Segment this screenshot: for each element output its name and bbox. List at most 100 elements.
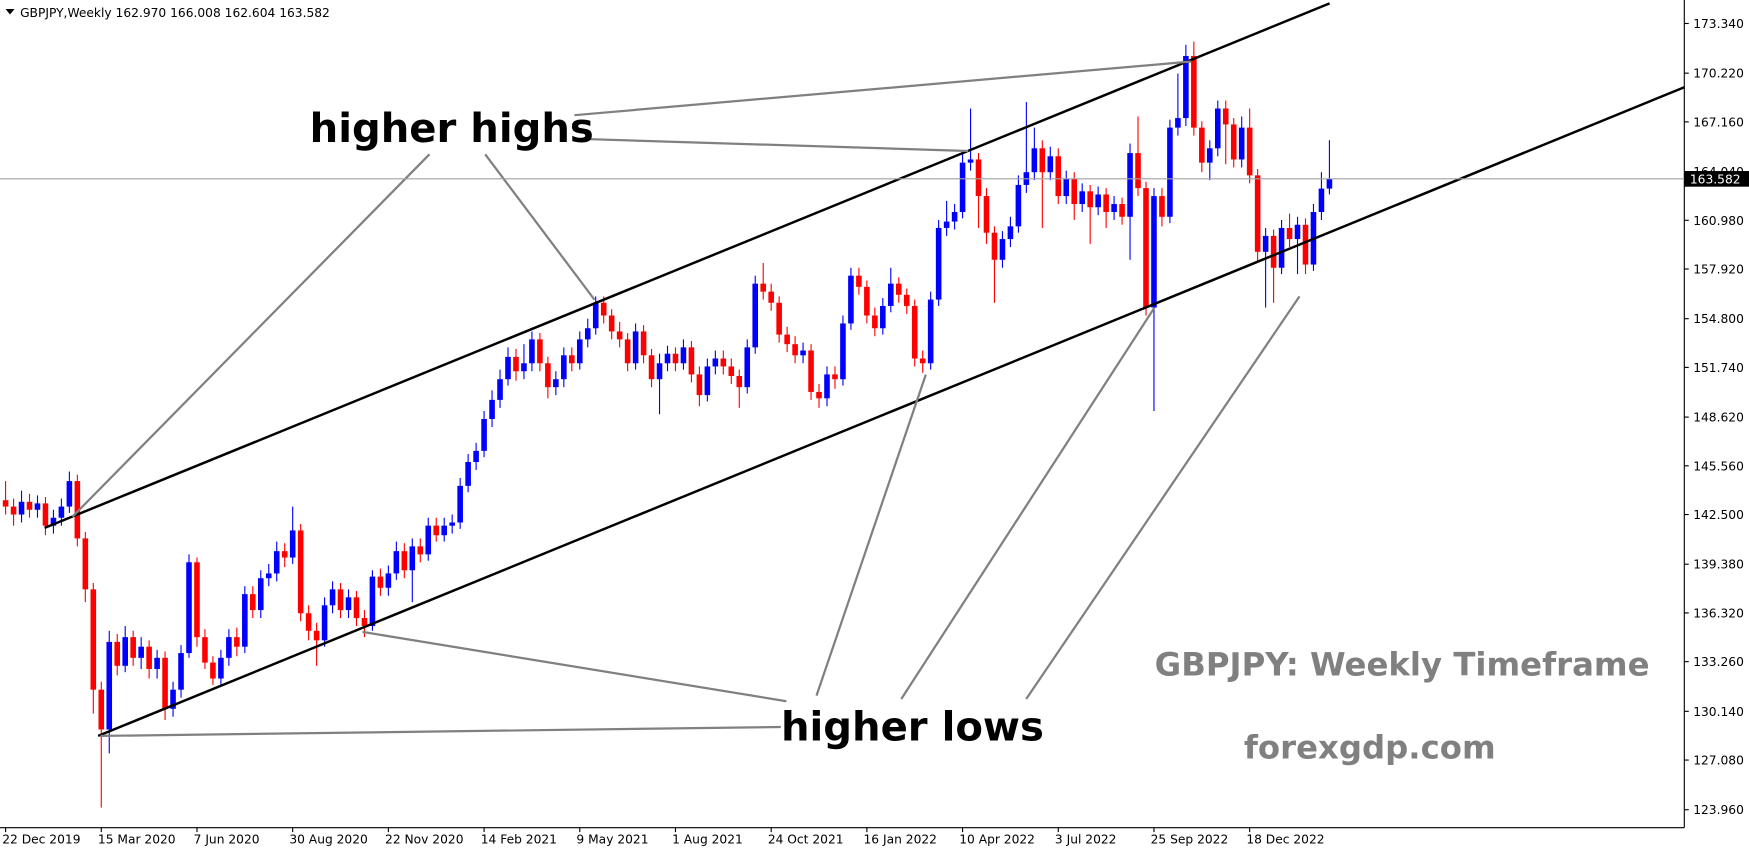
candle-body (1135, 153, 1141, 189)
y-tick-label: 127.080 (1693, 754, 1744, 768)
x-tick-label: 10 Apr 2022 (959, 832, 1035, 846)
candle-body (481, 418, 487, 451)
candle-body (106, 641, 113, 730)
pointer (574, 137, 969, 153)
candle-body (297, 530, 304, 614)
annotation-pointers (71, 60, 1301, 738)
candle-body (760, 283, 766, 292)
candle-body (792, 344, 798, 356)
candle-body (1207, 148, 1213, 163)
candle-body (521, 363, 527, 372)
candle-body (449, 522, 455, 526)
site-label: forexgdp.com (1244, 728, 1496, 766)
candle-body (1214, 108, 1221, 149)
candle-body (664, 353, 671, 364)
y-tick-label: 142.500 (1693, 508, 1744, 522)
candle-body (305, 613, 312, 631)
candle-body (1087, 191, 1093, 208)
candle-body (983, 196, 990, 233)
candle-body (505, 356, 511, 380)
candle-body (1095, 194, 1101, 208)
candle-body (1278, 227, 1285, 268)
pointer (71, 153, 431, 518)
candle-body (752, 283, 759, 348)
candle-body (1159, 196, 1165, 217)
candle-body (42, 503, 49, 526)
candle-body (1111, 204, 1117, 213)
x-tick-label: 24 Oct 2021 (768, 832, 844, 846)
candle-body (864, 286, 870, 316)
candle-body (816, 391, 822, 399)
candle-body (1191, 55, 1197, 128)
candle-body (712, 358, 719, 367)
candle-body (720, 358, 727, 367)
candle-body (98, 689, 105, 730)
candle-body (425, 525, 432, 555)
candle-body (50, 517, 57, 526)
candle-body (1238, 127, 1245, 160)
candle-body (162, 657, 168, 709)
candle-body (1031, 148, 1038, 173)
chart-title: GBPJPY,Weekly 162.970 166.008 162.604 16… (20, 6, 330, 20)
x-tick-label: 22 Nov 2020 (385, 832, 463, 846)
x-tick-label: 9 May 2021 (576, 832, 648, 846)
candle-body (1302, 224, 1309, 265)
candle-body (329, 589, 336, 606)
y-tick-label: 133.260 (1693, 655, 1744, 669)
x-tick-label: 22 Dec 2019 (2, 832, 80, 846)
candle-body (848, 275, 854, 324)
y-tick-label: 139.380 (1693, 558, 1744, 572)
candle-body (409, 546, 416, 571)
candle-body (26, 501, 33, 510)
pointer (815, 374, 927, 697)
candle-body (943, 221, 950, 228)
candle-body (74, 481, 81, 539)
x-tick-label: 25 Sep 2022 (1151, 832, 1229, 846)
candle-body (1270, 235, 1277, 268)
candle-body (919, 358, 926, 364)
candle-body (34, 503, 41, 510)
candle-body (1326, 178, 1333, 189)
candle-body (935, 227, 942, 300)
candle-body (457, 485, 463, 523)
candle-body (656, 363, 663, 380)
current-price-label: 163.582 (1690, 172, 1741, 186)
candle-body (776, 302, 782, 335)
y-tick-label: 151.740 (1693, 361, 1744, 375)
y-tick-label: 148.620 (1693, 411, 1744, 425)
candles (2, 41, 1333, 808)
candle-body (1039, 148, 1046, 173)
candle-body (704, 366, 711, 396)
higher-highs-label: higher highs (310, 106, 594, 152)
y-tick-label: 136.320 (1693, 606, 1744, 620)
candle-body (210, 662, 216, 679)
candle-body (529, 339, 535, 364)
candle-body (903, 294, 910, 306)
candle-body (1063, 178, 1070, 197)
candle-body (840, 323, 846, 380)
candle-body (545, 363, 551, 388)
candle-body (824, 374, 830, 399)
candle-body (433, 525, 440, 536)
candle-body (872, 315, 878, 329)
candle-body (1127, 153, 1133, 217)
x-tick-label: 18 Dec 2022 (1246, 832, 1324, 846)
candle-body (1199, 127, 1205, 163)
candle-body (600, 302, 607, 316)
candle-body (393, 551, 400, 574)
candle-body (473, 450, 479, 462)
candle-body (1047, 156, 1054, 173)
candle-body (632, 331, 639, 364)
pointer (100, 725, 781, 738)
candle-body (888, 283, 894, 306)
candle-body (513, 356, 519, 372)
candle-body (784, 334, 790, 345)
candle-body (353, 597, 360, 619)
y-tick-label: 130.140 (1693, 705, 1744, 719)
y-tick-label: 123.960 (1693, 803, 1744, 817)
candle-body (465, 461, 471, 486)
candle-body (218, 657, 224, 679)
